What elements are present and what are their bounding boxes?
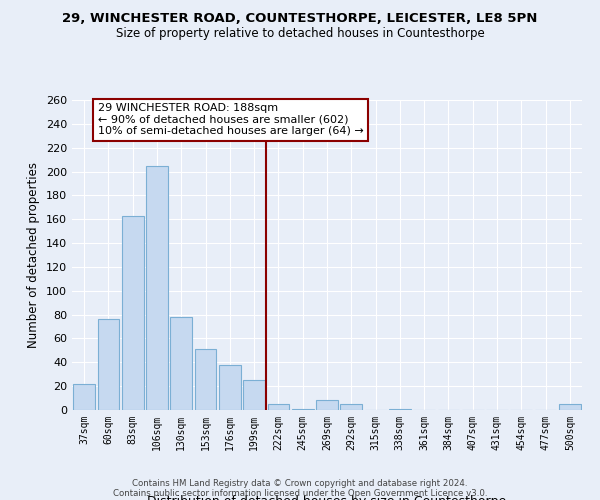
Bar xyxy=(122,216,143,410)
X-axis label: Distribution of detached houses by size in Countesthorpe: Distribution of detached houses by size … xyxy=(148,494,506,500)
Text: Contains public sector information licensed under the Open Government Licence v3: Contains public sector information licen… xyxy=(113,488,487,498)
Text: Size of property relative to detached houses in Countesthorpe: Size of property relative to detached ho… xyxy=(116,28,484,40)
Bar xyxy=(340,404,362,410)
Bar xyxy=(559,404,581,410)
Bar xyxy=(316,400,338,410)
Bar xyxy=(292,409,314,410)
Bar xyxy=(170,317,192,410)
Bar xyxy=(146,166,168,410)
Text: 29 WINCHESTER ROAD: 188sqm
← 90% of detached houses are smaller (602)
10% of sem: 29 WINCHESTER ROAD: 188sqm ← 90% of deta… xyxy=(97,103,363,136)
Text: 29, WINCHESTER ROAD, COUNTESTHORPE, LEICESTER, LE8 5PN: 29, WINCHESTER ROAD, COUNTESTHORPE, LEIC… xyxy=(62,12,538,26)
Bar xyxy=(243,380,265,410)
Bar xyxy=(219,364,241,410)
Bar xyxy=(73,384,95,410)
Text: Contains HM Land Registry data © Crown copyright and database right 2024.: Contains HM Land Registry data © Crown c… xyxy=(132,478,468,488)
Y-axis label: Number of detached properties: Number of detached properties xyxy=(28,162,40,348)
Bar xyxy=(194,349,217,410)
Bar xyxy=(268,404,289,410)
Bar xyxy=(97,320,119,410)
Bar xyxy=(389,409,411,410)
